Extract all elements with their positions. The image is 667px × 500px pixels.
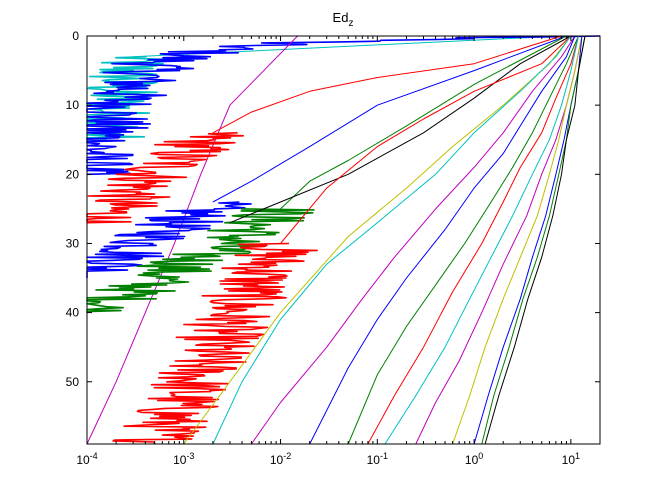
- x-tick-base: 10: [173, 453, 187, 467]
- data-series-line-3: [86, 35, 601, 176]
- x-tick-exponent: -3: [186, 451, 194, 461]
- y-tick-label-5: 40: [66, 306, 80, 320]
- x-tick-exponent: 1: [575, 451, 580, 461]
- data-series-line-7: [212, 35, 567, 203]
- data-series-line-9: [280, 35, 567, 210]
- x-tick-exponent: -1: [380, 451, 388, 461]
- x-tick-base: 10: [270, 453, 284, 467]
- data-series-line-12: [280, 35, 572, 244]
- data-series-line-6: [86, 132, 244, 224]
- y-tick-label-3: 20: [66, 167, 80, 181]
- x-tick-label-1: 10-4: [76, 451, 97, 467]
- x-tick-exponent: 0: [478, 451, 483, 461]
- x-tick-label-4: 10-1: [367, 451, 388, 467]
- y-tick-label-2: 10: [66, 98, 80, 112]
- y-tick-label-4: 30: [66, 236, 80, 250]
- x-tick-base: 10: [367, 453, 381, 467]
- x-tick-base: 10: [465, 453, 479, 467]
- x-tick-base: 10: [76, 453, 90, 467]
- axes-box: [86, 35, 601, 445]
- data-series-line-19: [367, 35, 579, 445]
- data-series-line-22: [452, 35, 583, 445]
- data-series-line-4: [86, 35, 298, 445]
- data-series-line-17: [309, 35, 576, 445]
- x-tick-label-5: 100: [465, 451, 483, 467]
- x-tick-exponent: -4: [90, 451, 98, 461]
- data-series-line-13: [112, 242, 319, 444]
- x-tick-exponent: -2: [283, 451, 291, 461]
- data-series-line-16: [250, 35, 576, 445]
- data-series-line-24: [481, 35, 586, 445]
- data-series-line-25: [484, 35, 586, 445]
- series-layer: [86, 35, 601, 445]
- data-series-line-11: [229, 35, 572, 224]
- x-tick-base: 10: [562, 453, 576, 467]
- data-series-line-20: [384, 35, 579, 445]
- y-tick-label-6: 50: [66, 375, 80, 389]
- data-series-line-15: [212, 35, 572, 445]
- x-tick-label-6: 101: [562, 451, 580, 467]
- chart-title-subscript: z: [348, 18, 353, 29]
- chart-title-main: Ed: [333, 10, 349, 25]
- chart-title: Edz: [333, 10, 354, 29]
- data-series-line-10: [86, 208, 315, 313]
- x-tick-label-3: 10-2: [270, 451, 291, 467]
- data-series-line-5: [212, 35, 562, 134]
- data-series-line-18: [347, 35, 579, 445]
- y-tick-label-1: 0: [72, 29, 79, 43]
- x-tick-label-2: 10-3: [173, 451, 194, 467]
